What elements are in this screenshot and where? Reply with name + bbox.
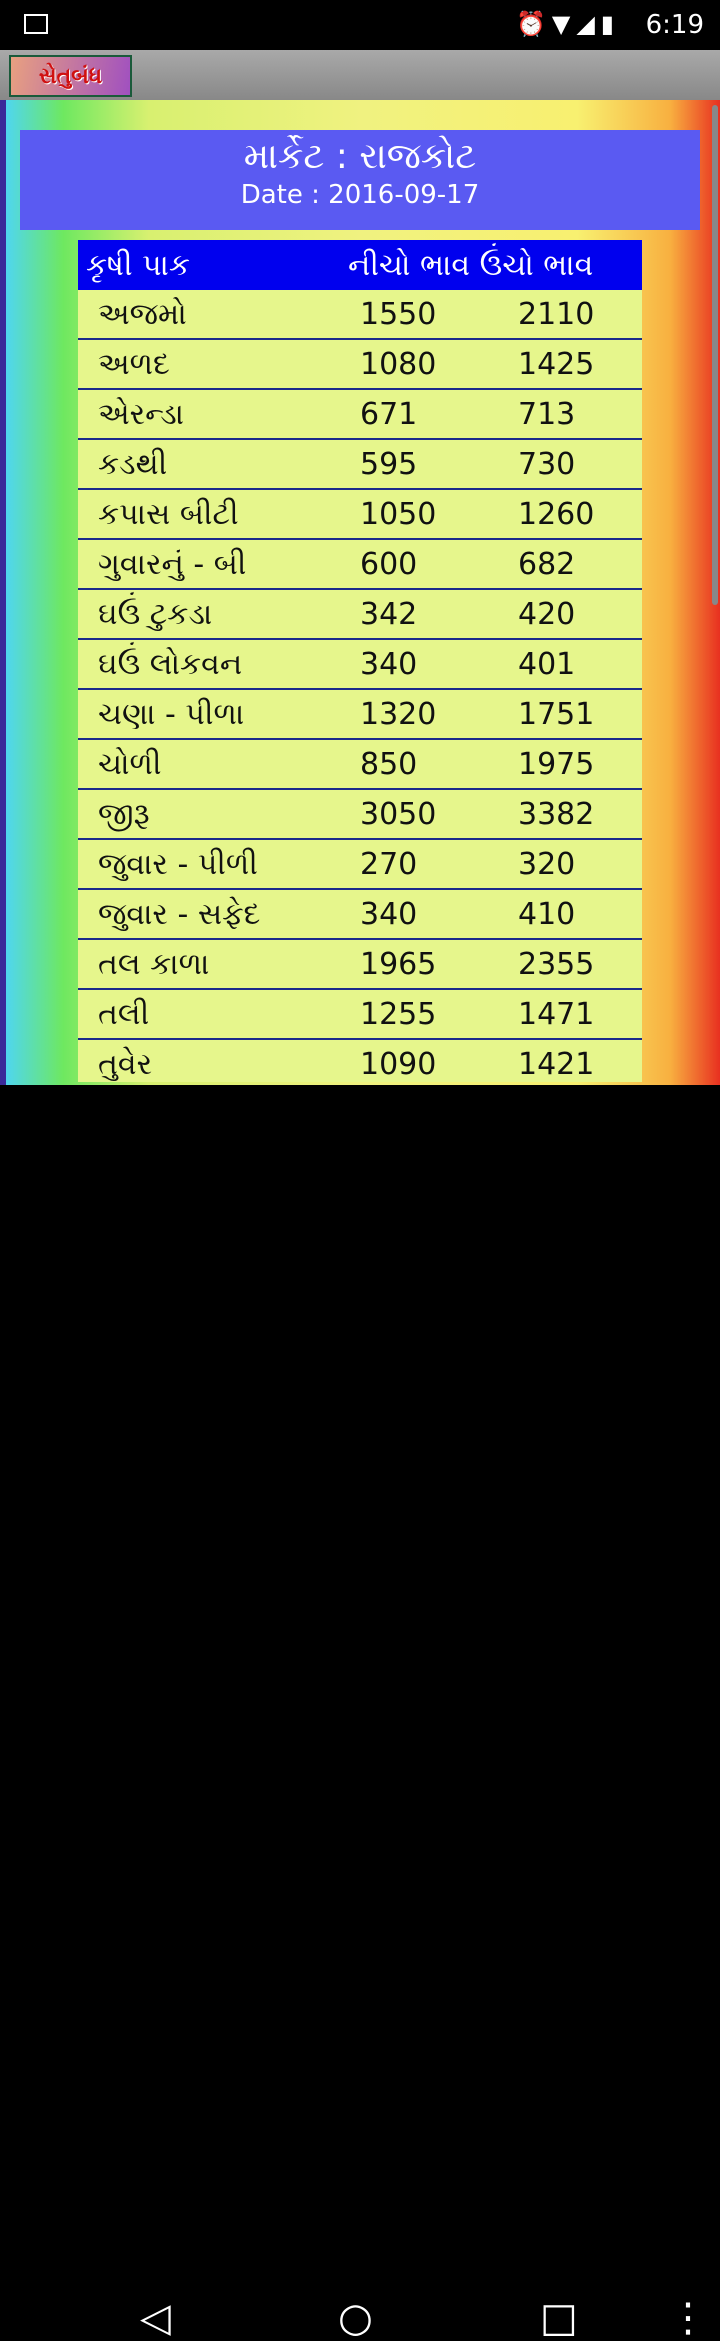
table-row: જુવાર - પીળી 270 320 xyxy=(78,840,642,890)
high-price: 1425 xyxy=(518,346,595,382)
high-price: 320 xyxy=(518,846,576,882)
low-price: 340 xyxy=(360,646,418,682)
high-price: 1751 xyxy=(518,696,595,732)
table-row: તુવેર 1090 1421 xyxy=(78,1040,642,1082)
low-price: 1550 xyxy=(360,296,437,332)
high-price: 420 xyxy=(518,596,576,632)
date-value: 2016-09-17 xyxy=(328,180,480,210)
crop-name: જીરૂ xyxy=(98,796,150,832)
crop-name: જુવાર - સફેદ xyxy=(98,896,261,932)
low-price: 342 xyxy=(360,596,418,632)
crop-name: ઘઉં લોકવન xyxy=(98,646,243,682)
high-price: 1471 xyxy=(518,996,595,1032)
low-price: 3050 xyxy=(360,796,437,832)
low-price: 1090 xyxy=(360,1046,437,1082)
recents-icon[interactable]: □ xyxy=(540,2295,578,2341)
col-crop: કૃષી પાક xyxy=(86,247,191,283)
app-logo[interactable]: સેતુબંધ xyxy=(9,55,132,97)
table-row: ગુવારનું - બી 600 682 xyxy=(78,540,642,590)
high-price: 1421 xyxy=(518,1046,595,1082)
high-price: 410 xyxy=(518,896,576,932)
status-bar: ⏰▼◢▮ 6:19 xyxy=(0,0,720,50)
crop-name: જુવાર - પીળી xyxy=(98,846,258,882)
table-row: અજમો 1550 2110 xyxy=(78,290,642,340)
date-label: Date : xyxy=(240,180,320,210)
scrollbar[interactable] xyxy=(712,105,718,605)
low-price: 340 xyxy=(360,896,418,932)
low-price: 1080 xyxy=(360,346,437,382)
high-price: 713 xyxy=(518,396,576,432)
market-header: માર્કેટ : રાજકોટ Date : 2016-09-17 xyxy=(20,130,700,230)
col-low: નીચો ભાવ xyxy=(348,247,471,283)
high-price: 3382 xyxy=(518,796,595,832)
low-price: 671 xyxy=(360,396,418,432)
high-price: 2110 xyxy=(518,296,595,332)
table-row: ચણા - પીળા 1320 1751 xyxy=(78,690,642,740)
crop-name: ચણા - પીળા xyxy=(98,696,245,732)
more-icon[interactable]: ⋮ xyxy=(668,2295,708,2341)
high-price: 682 xyxy=(518,546,576,582)
table-header: કૃષી પાક નીચો ભાવ ઉંચો ભાવ xyxy=(78,240,642,290)
table-row: કડથી 595 730 xyxy=(78,440,642,490)
high-price: 2355 xyxy=(518,946,595,982)
status-icons: ⏰▼◢▮ xyxy=(515,10,620,38)
market-date: Date : 2016-09-17 xyxy=(20,180,700,210)
market-title: માર્કેટ : રાજકોટ xyxy=(243,136,477,177)
crop-name: ઘઉં ટુકડા xyxy=(98,596,213,632)
table-row: ચોળી 850 1975 xyxy=(78,740,642,790)
table-row: ઘઉં લોકવન 340 401 xyxy=(78,640,642,690)
table-row: ઘઉં ટુકડા 342 420 xyxy=(78,590,642,640)
low-price: 1050 xyxy=(360,496,437,532)
table-row: એરન્ડા 671 713 xyxy=(78,390,642,440)
table-row: જુવાર - સફેદ 340 410 xyxy=(78,890,642,940)
crop-name: તલ કાળા xyxy=(98,946,210,982)
home-icon[interactable]: ○ xyxy=(338,2295,373,2341)
table-row: અળદ 1080 1425 xyxy=(78,340,642,390)
crop-name: તુવેર xyxy=(98,1046,153,1082)
crop-name: એરન્ડા xyxy=(98,396,185,432)
col-high: ઉંચો ભાવ xyxy=(479,247,594,283)
crop-name: ગુવારનું - બી xyxy=(98,546,247,582)
table-row: તલી 1255 1471 xyxy=(78,990,642,1040)
low-price: 1320 xyxy=(360,696,437,732)
high-price: 1975 xyxy=(518,746,595,782)
crop-name: કડથી xyxy=(98,446,168,482)
back-icon[interactable]: ◁ xyxy=(140,2295,171,2341)
crop-name: તલી xyxy=(98,996,150,1032)
low-price: 600 xyxy=(360,546,418,582)
low-price: 850 xyxy=(360,746,418,782)
crop-name: ચોળી xyxy=(98,746,162,782)
low-price: 1255 xyxy=(360,996,437,1032)
app-bar: સેતુબંધ xyxy=(0,50,720,100)
image-notification-icon xyxy=(24,14,48,34)
price-table: કૃષી પાક નીચો ભાવ ઉંચો ભાવ અજમો 1550 2110 અ… xyxy=(78,240,642,1082)
high-price: 401 xyxy=(518,646,576,682)
crop-name: અળદ xyxy=(98,346,170,382)
high-price: 730 xyxy=(518,446,576,482)
low-price: 1965 xyxy=(360,946,437,982)
high-price: 1260 xyxy=(518,496,595,532)
crop-name: કપાસ બીટી xyxy=(98,496,239,532)
crop-name: અજમો xyxy=(98,296,187,332)
table-row: તલ કાળા 1965 2355 xyxy=(78,940,642,990)
low-price: 595 xyxy=(360,446,418,482)
clock: 6:19 xyxy=(645,10,704,40)
low-price: 270 xyxy=(360,846,418,882)
table-row: જીરૂ 3050 3382 xyxy=(78,790,642,840)
nav-bar: ◁ ○ □ ⋮ xyxy=(0,1085,720,2341)
table-row: કપાસ બીટી 1050 1260 xyxy=(78,490,642,540)
